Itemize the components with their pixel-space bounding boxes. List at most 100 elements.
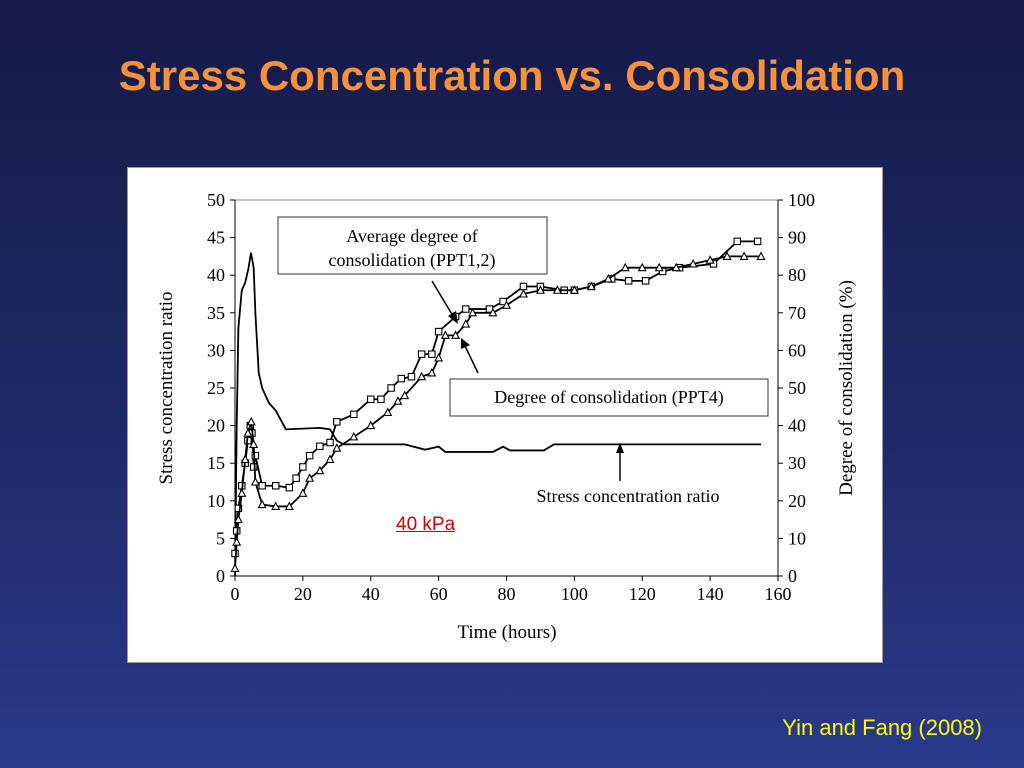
- square-marker: [305, 451, 314, 460]
- triangle-marker: [722, 251, 732, 260]
- triangle-marker: [440, 330, 450, 339]
- triangle-marker: [461, 319, 471, 328]
- annotation-ppt4-line-1: Degree of consolidation (PPT4): [494, 387, 723, 408]
- square-marker: [417, 350, 426, 358]
- y-left-tick-label: 50: [207, 190, 225, 210]
- square-marker: [285, 483, 294, 492]
- annotation-average-line-2: consolidation (PPT1,2): [329, 250, 496, 271]
- y-right-tick-label: 70: [788, 303, 806, 323]
- y-left-tick-label: 5: [216, 528, 225, 548]
- square-marker: [377, 395, 385, 404]
- y-axis-left-label: Stress concentration ratio: [156, 291, 177, 484]
- triangle-marker: [620, 262, 630, 272]
- square-marker: [462, 305, 470, 313]
- triangle-marker: [383, 407, 393, 416]
- triangle-marker: [305, 473, 315, 482]
- annotation-stress-ratio: Stress concentration ratio: [537, 443, 719, 506]
- annotation-average-arrow: [431, 280, 454, 317]
- square-marker: [292, 474, 300, 482]
- square-marker: [251, 451, 260, 460]
- triangle-marker: [501, 300, 512, 309]
- square-marker: [271, 482, 280, 490]
- square-marker: [397, 374, 406, 383]
- annotation-average-box: [277, 216, 548, 275]
- square-marker: [753, 237, 762, 246]
- annotation-average-arrowhead: [448, 311, 458, 324]
- square-marker: [709, 260, 718, 268]
- y-left-tick-label: 30: [207, 340, 225, 360]
- triangle-marker: [637, 262, 647, 272]
- x-tick-label: 140: [697, 584, 724, 604]
- triangle-marker: [451, 330, 461, 339]
- triangle-marker: [271, 501, 281, 510]
- x-axis-label: Time (hours): [457, 622, 556, 643]
- square-marker: [299, 463, 307, 471]
- triangle-marker: [739, 251, 749, 260]
- triangle-marker: [393, 396, 403, 405]
- square-marker: [234, 504, 243, 513]
- y-left-tick-label: 25: [207, 378, 225, 398]
- y-left-tick-label: 0: [216, 566, 225, 586]
- triangle-marker: [284, 501, 294, 510]
- triangle-marker: [756, 251, 766, 260]
- square-marker: [428, 350, 436, 358]
- square-marker: [333, 418, 341, 426]
- triangle-marker: [535, 285, 545, 294]
- triangle-marker: [230, 563, 240, 573]
- triangle-marker: [518, 289, 528, 298]
- y-right-tick-label: 0: [788, 566, 797, 586]
- triangle-marker: [298, 488, 308, 497]
- triangle-marker: [671, 262, 681, 272]
- pressure-link[interactable]: 40 kPa: [396, 514, 456, 535]
- annotation-ppt4-box: [449, 378, 769, 417]
- triangle-marker: [552, 285, 562, 294]
- triangle-marker: [705, 255, 715, 264]
- series-layer: [230, 237, 766, 577]
- triangle-marker: [688, 258, 698, 268]
- x-tick-label: 20: [294, 584, 312, 604]
- triangle-marker: [349, 431, 359, 441]
- square-marker: [434, 327, 443, 336]
- triangle-marker: [232, 537, 242, 546]
- square-marker: [326, 438, 334, 447]
- y-left-tick-label: 45: [207, 228, 225, 248]
- y-right-tick-label: 30: [788, 453, 806, 473]
- x-tick-label: 120: [629, 584, 656, 604]
- triangle-marker: [586, 281, 596, 291]
- y-right-tick-label: 90: [788, 228, 806, 248]
- triangle-marker: [243, 428, 253, 437]
- y-right-tick-label: 40: [788, 416, 806, 436]
- square-marker: [350, 410, 358, 419]
- square-marker: [624, 277, 633, 285]
- y-right-tick-label: 100: [788, 190, 815, 210]
- triangle-marker: [427, 367, 437, 377]
- triangle-marker: [250, 477, 260, 486]
- annotation-ppt4-arrowhead: [461, 338, 470, 349]
- square-marker: [733, 237, 742, 246]
- triangle-marker: [237, 488, 247, 497]
- series-line-none: [234, 252, 762, 577]
- annotation-stress-ratio-arrowhead: [616, 443, 624, 453]
- triangle-marker: [654, 262, 664, 272]
- triangle-marker: [249, 439, 259, 448]
- square-marker: [387, 384, 395, 392]
- triangle-marker: [233, 514, 243, 524]
- citation: Yin and Fang (2008): [782, 715, 982, 740]
- y-left-tick-label: 10: [207, 491, 225, 511]
- square-marker: [249, 463, 258, 471]
- triangle-marker: [315, 465, 325, 475]
- square-marker: [519, 282, 528, 291]
- y-left-tick-label: 20: [207, 416, 225, 436]
- y-right-tick-label: 80: [788, 265, 806, 285]
- x-tick-label: 160: [765, 584, 792, 604]
- triangle-marker: [417, 371, 427, 381]
- y-left-tick-label: 35: [207, 303, 225, 323]
- square-marker: [407, 372, 416, 381]
- triangle-marker: [603, 273, 613, 283]
- triangle-marker: [468, 307, 478, 317]
- y-right-tick-label: 60: [788, 340, 806, 360]
- x-tick-label: 80: [498, 584, 516, 604]
- y-left-tick-label: 40: [207, 265, 225, 285]
- annotation-ppt4-arrow: [464, 345, 479, 374]
- chart-panel: 0 20 40 60 80 100 120 140 160 0 5 10 15 20 25 30 35 40 45 5…: [127, 167, 883, 663]
